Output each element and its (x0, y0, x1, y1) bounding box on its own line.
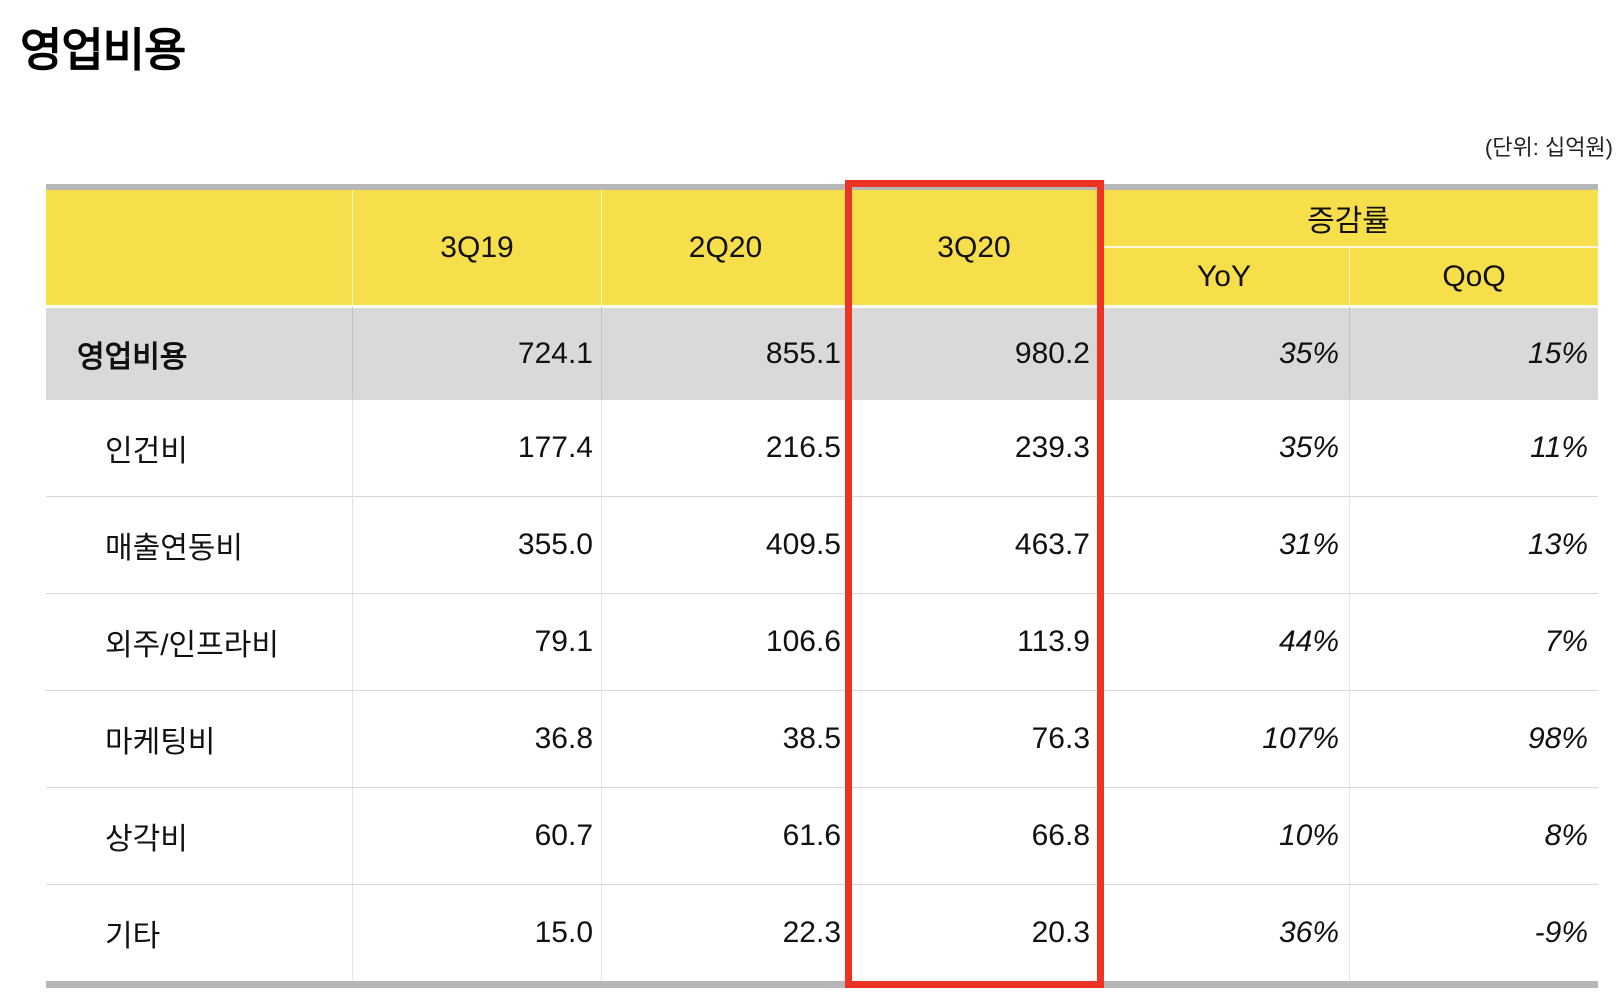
cell-3q20: 239.3 (849, 399, 1098, 496)
cell-yoy: 36% (1098, 884, 1349, 981)
cell-3q19: 79.1 (352, 593, 601, 690)
cell-yoy: 35% (1098, 305, 1349, 399)
cell-2q20: 106.6 (601, 593, 849, 690)
cell-2q20: 38.5 (601, 690, 849, 787)
col-header-yoy: YoY (1098, 248, 1349, 305)
cell-2q20: 409.5 (601, 496, 849, 593)
table-row: 인건비 177.4 216.5 239.3 35% 11% (46, 399, 1598, 496)
cell-3q20: 463.7 (849, 496, 1098, 593)
row-label: 매출연동비 (46, 496, 352, 593)
header-row-2: YoY QoQ (46, 248, 1598, 305)
row-label: 마케팅비 (46, 690, 352, 787)
table-row: 외주/인프라비 79.1 106.6 113.9 44% 7% (46, 593, 1598, 690)
cell-qoq: 7% (1349, 593, 1598, 690)
cell-2q20: 216.5 (601, 399, 849, 496)
table-row: 기타 15.0 22.3 20.3 36% -9% (46, 884, 1598, 981)
table-row: 상각비 60.7 61.6 66.8 10% 8% (46, 787, 1598, 884)
cell-qoq: 98% (1349, 690, 1598, 787)
cell-3q20: 66.8 (849, 787, 1098, 884)
cell-3q19: 355.0 (352, 496, 601, 593)
table-header: 3Q19 2Q20 3Q20 증감률 YoY QoQ (46, 190, 1598, 305)
cell-qoq: -9% (1349, 884, 1598, 981)
table-row-total: 영업비용 724.1 855.1 980.2 35% 15% (46, 305, 1598, 399)
row-label: 영업비용 (46, 305, 352, 399)
cell-qoq: 11% (1349, 399, 1598, 496)
header-row-1: 3Q19 2Q20 3Q20 증감률 (46, 190, 1598, 305)
cell-3q20: 20.3 (849, 884, 1098, 981)
col-header-3q19: 3Q19 (352, 190, 601, 305)
expenses-table-wrapper: 3Q19 2Q20 3Q20 증감률 YoY QoQ 영업비용 724.1 85… (46, 184, 1598, 988)
page-title: 영업비용 (20, 24, 186, 76)
row-label: 상각비 (46, 787, 352, 884)
col-header-2q20: 2Q20 (601, 190, 849, 305)
cell-3q19: 36.8 (352, 690, 601, 787)
table-row: 마케팅비 36.8 38.5 76.3 107% 98% (46, 690, 1598, 787)
cell-3q20: 76.3 (849, 690, 1098, 787)
expenses-table: 3Q19 2Q20 3Q20 증감률 YoY QoQ 영업비용 724.1 85… (46, 190, 1598, 981)
cell-yoy: 35% (1098, 399, 1349, 496)
table-row: 매출연동비 355.0 409.5 463.7 31% 13% (46, 496, 1598, 593)
cell-3q19: 177.4 (352, 399, 601, 496)
row-label: 외주/인프라비 (46, 593, 352, 690)
cell-qoq: 13% (1349, 496, 1598, 593)
row-label: 기타 (46, 884, 352, 981)
cell-yoy: 31% (1098, 496, 1349, 593)
cell-qoq: 8% (1349, 787, 1598, 884)
table-body: 영업비용 724.1 855.1 980.2 35% 15% 인건비 177.4… (46, 305, 1598, 981)
cell-2q20: 61.6 (601, 787, 849, 884)
col-header-growth-group: 증감률 (1098, 190, 1598, 248)
cell-3q20: 113.9 (849, 593, 1098, 690)
cell-2q20: 855.1 (601, 305, 849, 399)
col-header-qoq: QoQ (1349, 248, 1598, 305)
header-corner-cell (46, 190, 352, 305)
cell-yoy: 10% (1098, 787, 1349, 884)
cell-3q19: 60.7 (352, 787, 601, 884)
cell-3q20: 980.2 (849, 305, 1098, 399)
unit-note: (단위: 십억원) (1484, 135, 1613, 160)
cell-yoy: 44% (1098, 593, 1349, 690)
cell-2q20: 22.3 (601, 884, 849, 981)
row-label: 인건비 (46, 399, 352, 496)
cell-yoy: 107% (1098, 690, 1349, 787)
col-header-3q20: 3Q20 (849, 190, 1098, 305)
cell-qoq: 15% (1349, 305, 1598, 399)
cell-3q19: 724.1 (352, 305, 601, 399)
cell-3q19: 15.0 (352, 884, 601, 981)
